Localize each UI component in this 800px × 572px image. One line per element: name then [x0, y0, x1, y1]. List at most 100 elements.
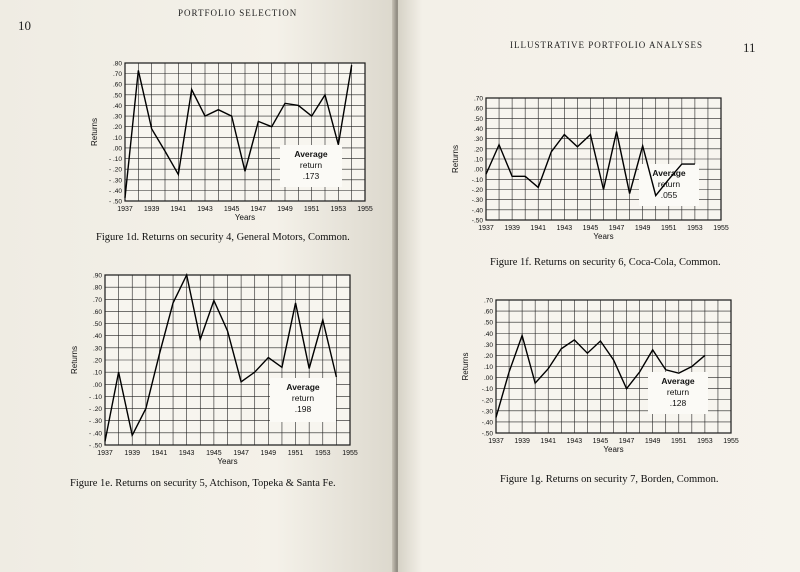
caption-fig1d: Figure 1d. Returns on security 4, Genera… — [96, 232, 350, 243]
x-tick-label: 1941 — [152, 450, 168, 457]
y-tick-label: .70 — [113, 71, 122, 78]
y-tick-label: .10 — [484, 364, 493, 371]
y-tick-label: .60 — [93, 309, 102, 316]
average-return-label: return — [658, 179, 680, 189]
y-tick-label: - .50 — [109, 199, 122, 206]
y-tick-label: - .10 — [109, 156, 122, 163]
x-tick-label: 1951 — [288, 450, 304, 457]
y-tick-label: .40 — [484, 331, 493, 338]
average-return-label: .173 — [303, 171, 320, 181]
x-tick-label: 1945 — [583, 225, 599, 232]
page-number-right: 11 — [743, 40, 756, 55]
y-tick-label: .00 — [474, 167, 483, 174]
average-return-label: .055 — [661, 190, 678, 200]
y-tick-label: - .10 — [89, 394, 102, 401]
x-tick-label: 1955 — [342, 450, 358, 457]
left-page: 10 PORTFOLIO SELECTION Average return .173… — [0, 0, 395, 572]
y-tick-label: .90 — [93, 273, 102, 280]
average-return-label: return — [292, 393, 314, 403]
x-tick-label: 1939 — [144, 206, 160, 213]
y-tick-label: -.50 — [482, 431, 494, 438]
y-tick-label: - .40 — [109, 188, 122, 195]
x-tick-label: 1945 — [593, 438, 609, 445]
running-head-right: ILLUSTRATIVE PORTFOLIO ANALYSES — [510, 40, 704, 50]
x-tick-label: 1937 — [97, 450, 113, 457]
y-tick-label: .50 — [93, 321, 102, 328]
y-tick-label: -.20 — [482, 397, 494, 404]
y-tick-label: - .30 — [109, 177, 122, 184]
y-tick-label: .80 — [93, 285, 102, 292]
y-tick-label: .00 — [93, 382, 102, 389]
average-return-label: Average — [661, 376, 695, 386]
x-tick-label: 1949 — [261, 450, 277, 457]
x-tick-label: 1951 — [304, 206, 320, 213]
y-tick-label: .50 — [113, 92, 122, 99]
y-axis-label: Returns — [90, 118, 99, 146]
y-tick-label: -.50 — [472, 218, 484, 225]
y-tick-label: .60 — [484, 309, 493, 316]
x-tick-label: 1955 — [713, 225, 729, 232]
y-tick-label: -.40 — [472, 207, 484, 214]
returns-series-line — [485, 131, 695, 198]
y-tick-label: .30 — [113, 114, 122, 121]
x-axis-label: Years — [603, 445, 623, 454]
y-tick-label: .20 — [484, 353, 493, 360]
y-axis-label: Returns — [461, 352, 470, 380]
x-tick-label: 1943 — [197, 206, 213, 213]
x-tick-label: 1939 — [514, 438, 530, 445]
y-tick-label: - .30 — [89, 418, 102, 425]
returns-series-line — [124, 65, 353, 198]
y-tick-label: .60 — [474, 106, 483, 113]
y-tick-label: -.20 — [472, 187, 484, 194]
x-tick-label: 1943 — [567, 438, 583, 445]
y-tick-label: .60 — [113, 82, 122, 89]
average-return-label: return — [667, 387, 689, 397]
average-return-label: .128 — [670, 398, 687, 408]
y-tick-label: -.30 — [472, 197, 484, 204]
x-tick-label: 1937 — [117, 206, 133, 213]
x-tick-label: 1953 — [697, 438, 713, 445]
x-tick-label: 1947 — [609, 225, 625, 232]
returns-series-line — [104, 272, 338, 442]
x-tick-label: 1947 — [619, 438, 635, 445]
x-tick-label: 1941 — [530, 225, 546, 232]
y-tick-label: .40 — [474, 126, 483, 133]
x-tick-label: 1947 — [251, 206, 267, 213]
y-tick-label: .40 — [113, 103, 122, 110]
y-tick-label: .30 — [484, 342, 493, 349]
x-tick-label: 1955 — [723, 438, 739, 445]
average-return-label: return — [300, 160, 322, 170]
book-gutter — [392, 0, 402, 572]
y-tick-label: -.10 — [472, 177, 484, 184]
y-axis-label: Returns — [70, 346, 79, 374]
right-page: ILLUSTRATIVE PORTFOLIO ANALYSES 11 Avera… — [398, 0, 800, 572]
x-axis-label: Years — [593, 232, 613, 241]
y-tick-label: - .20 — [89, 406, 102, 413]
page-number-left: 10 — [18, 18, 31, 33]
y-tick-label: - .20 — [109, 167, 122, 174]
x-tick-label: 1951 — [671, 438, 687, 445]
average-return-box — [280, 145, 342, 187]
y-tick-label: .50 — [484, 320, 493, 327]
y-tick-label: .30 — [474, 136, 483, 143]
x-tick-label: 1953 — [687, 225, 703, 232]
y-tick-label: .10 — [93, 370, 102, 377]
running-head-left: PORTFOLIO SELECTION — [178, 8, 298, 18]
y-tick-label: .40 — [93, 333, 102, 340]
x-tick-label: 1953 — [315, 450, 331, 457]
x-axis-label: Years — [235, 213, 255, 222]
x-tick-label: 1939 — [504, 225, 520, 232]
y-tick-label: .30 — [93, 345, 102, 352]
caption-fig1e: Figure 1e. Returns on security 5, Atchis… — [70, 478, 336, 489]
x-tick-label: 1941 — [171, 206, 187, 213]
average-return-box — [270, 378, 336, 422]
x-tick-label: 1949 — [277, 206, 293, 213]
average-return-label: Average — [294, 149, 328, 159]
x-tick-label: 1943 — [179, 450, 195, 457]
x-tick-label: 1955 — [357, 206, 373, 213]
